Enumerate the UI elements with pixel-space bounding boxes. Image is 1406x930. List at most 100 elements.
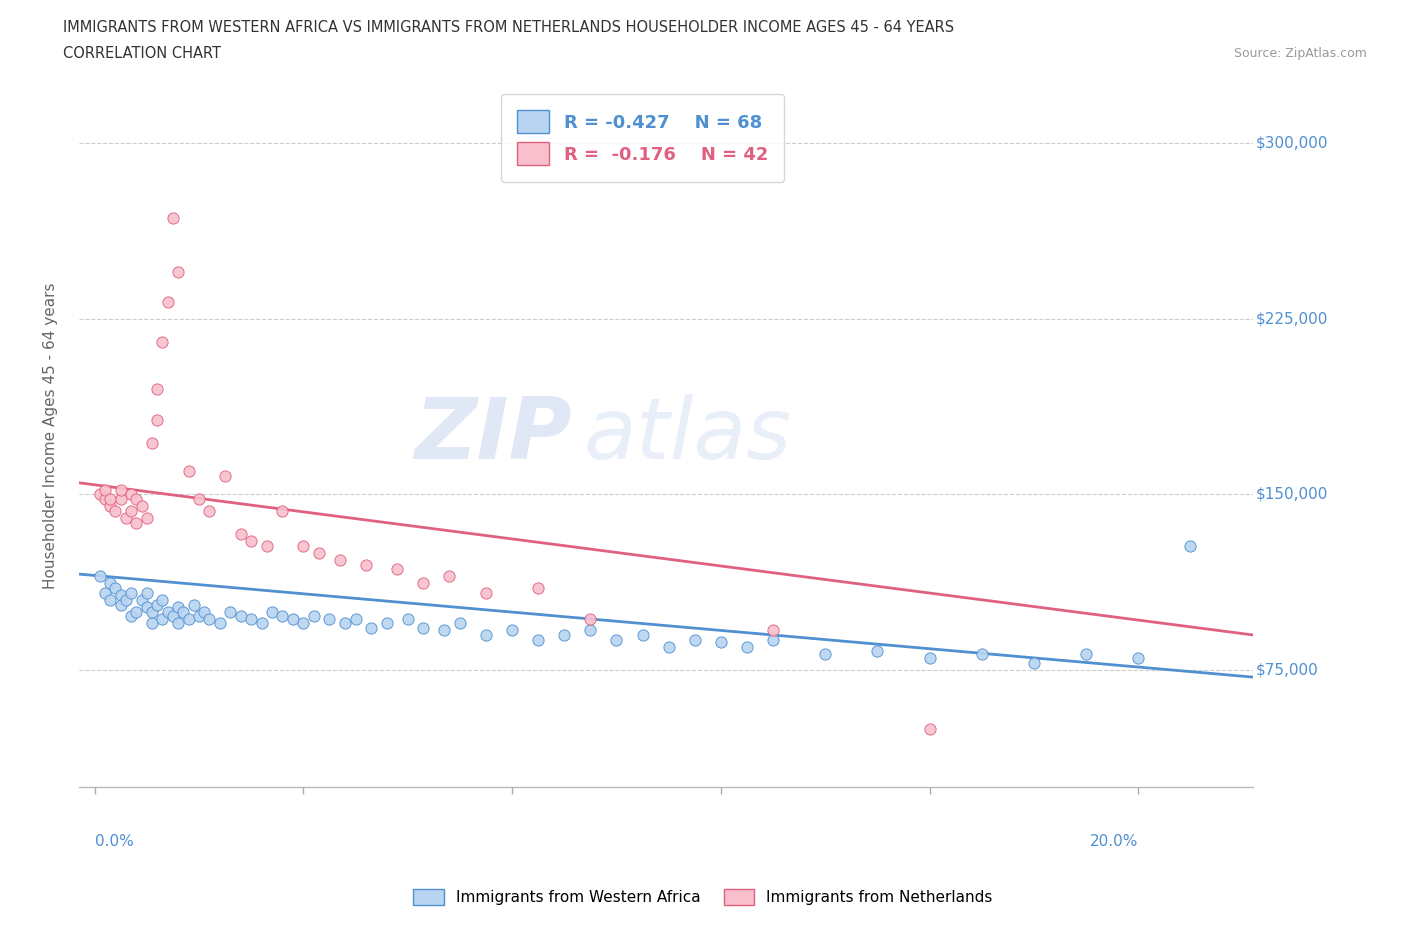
Point [162,211,184,226]
Point [329,552,352,567]
Point [141,435,163,450]
Text: $150,000: $150,000 [1256,487,1327,502]
Point [146,412,169,427]
Point [281,611,304,626]
Point [104,580,127,595]
Point [579,611,602,626]
Text: 0.0%: 0.0% [94,834,134,849]
Point [433,623,456,638]
Point [302,609,325,624]
Point [98,498,121,513]
Point [412,620,434,635]
Point [208,616,231,631]
Point [115,592,138,607]
Legend: Immigrants from Western Africa, Immigrants from Netherlands: Immigrants from Western Africa, Immigran… [408,883,998,911]
Point [177,464,200,479]
Point [110,483,132,498]
Text: $75,000: $75,000 [1256,662,1319,678]
Point [94,492,117,507]
Point [918,721,941,736]
Legend: R = -0.427    N = 68, R =  -0.176    N = 42: R = -0.427 N = 68, R = -0.176 N = 42 [501,94,785,181]
Point [167,265,190,280]
Text: Source: ZipAtlas.com: Source: ZipAtlas.com [1233,46,1367,60]
Point [1180,538,1202,553]
Point [135,511,157,525]
Point [1074,646,1097,661]
Point [229,527,252,542]
Point [360,620,382,635]
Point [553,628,575,643]
Point [256,538,278,553]
Point [146,381,169,396]
Point [292,538,315,553]
Point [354,557,377,572]
Point [631,628,654,643]
Point [183,597,205,612]
Point [333,616,356,631]
Point [229,609,252,624]
Point [120,609,142,624]
Point [193,604,215,619]
Point [918,651,941,666]
Point [579,623,602,638]
Point [475,628,498,643]
Point [125,515,148,530]
Point [167,600,190,615]
Point [198,611,221,626]
Point [271,609,294,624]
Point [240,534,263,549]
Point [94,585,117,600]
Point [172,604,194,619]
Point [271,503,294,518]
Point [104,503,127,518]
Point [683,632,706,647]
Point [89,569,111,584]
Point [396,611,419,626]
Point [131,498,153,513]
Text: IMMIGRANTS FROM WESTERN AFRICA VS IMMIGRANTS FROM NETHERLANDS HOUSEHOLDER INCOME: IMMIGRANTS FROM WESTERN AFRICA VS IMMIGR… [63,20,955,35]
Point [866,644,889,658]
Point [762,623,785,638]
Point [387,562,409,577]
Point [167,616,190,631]
Point [131,592,153,607]
Point [658,639,681,654]
Point [120,585,142,600]
Point [98,576,121,591]
Point [89,487,111,502]
Point [260,604,283,619]
Point [98,592,121,607]
Point [94,483,117,498]
Point [1128,651,1150,666]
Point [214,469,236,484]
Point [141,616,163,631]
Point [152,335,174,350]
Point [152,592,174,607]
Point [292,616,315,631]
Point [527,632,550,647]
Point [125,604,148,619]
Point [735,639,758,654]
Text: CORRELATION CHART: CORRELATION CHART [63,46,221,61]
Text: $300,000: $300,000 [1256,136,1327,151]
Point [250,616,273,631]
Point [115,511,138,525]
Point [156,604,179,619]
Point [1022,656,1045,671]
Point [439,569,461,584]
Text: ZIP: ZIP [415,394,572,477]
Point [120,487,142,502]
Point [814,646,837,661]
Point [240,611,263,626]
Point [98,492,121,507]
Point [219,604,242,619]
Point [449,616,471,631]
Text: atlas: atlas [583,394,792,477]
Point [970,646,993,661]
Point [762,632,785,647]
Y-axis label: Householder Income Ages 45 - 64 years: Householder Income Ages 45 - 64 years [44,283,58,590]
Point [188,609,211,624]
Point [135,600,157,615]
Point [412,576,434,591]
Point [318,611,340,626]
